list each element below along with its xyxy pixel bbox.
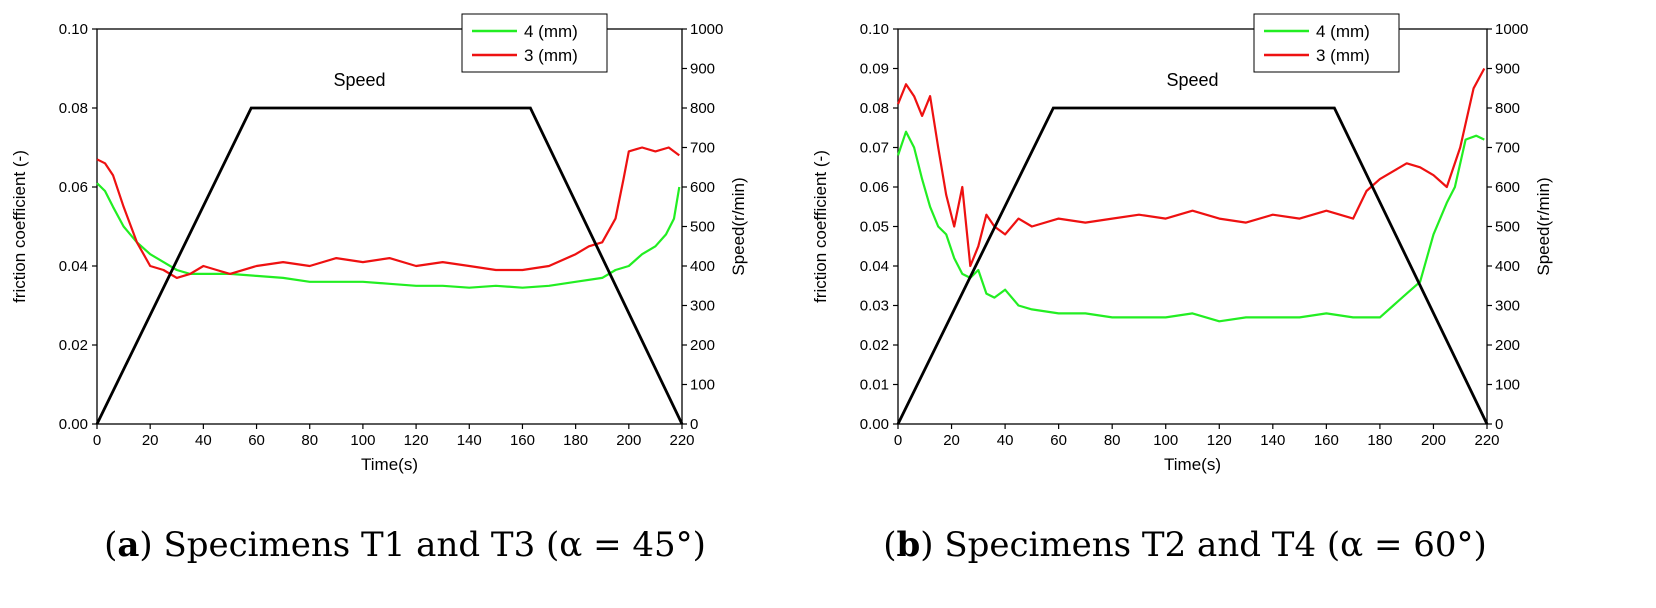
chart-b-y-tick-label: 0.01 — [860, 377, 889, 394]
chart-b-y2-tick-label: 900 — [1495, 61, 1520, 78]
chart-b-x-tick-label: 160 — [1314, 432, 1339, 449]
chart-b-speed-annotation: Speed — [1166, 70, 1218, 90]
chart-a-y2-tick-label: 1000 — [690, 21, 723, 38]
chart-b-y2-tick-label: 200 — [1495, 337, 1520, 354]
chart-a-y-tick-label: 0.02 — [59, 337, 88, 354]
chart-b-x-tick-label: 100 — [1153, 432, 1178, 449]
chart-a-y2-tick-label: 0 — [690, 416, 698, 433]
chart-a-y2-tick-label: 400 — [690, 258, 715, 275]
chart-a-legend-label: 3 (mm) — [524, 46, 578, 65]
chart-b-caption-letter: b — [896, 525, 920, 565]
chart-b-y2-tick-label: 1000 — [1495, 21, 1528, 38]
chart-a-y-tick-label: 0.00 — [59, 416, 88, 433]
chart-b-y2-tick-label: 300 — [1495, 298, 1520, 315]
chart-a-speed-line — [95, 106, 684, 425]
chart-a-y2-tick-label: 800 — [690, 100, 715, 117]
chart-b-legend-label: 3 (mm) — [1316, 46, 1370, 65]
chart-b-x-tick-label: 60 — [1050, 432, 1067, 449]
chart-a-x-tick-label: 140 — [457, 432, 482, 449]
chart-a-x-tick-label: 100 — [350, 432, 375, 449]
chart-a-series-line-4-mm — [96, 182, 681, 289]
chart-a-x-tick-label: 20 — [142, 432, 159, 449]
chart-b-y2-tick-label: 800 — [1495, 100, 1520, 117]
chart-b-x-axis-label: Time(s) — [1164, 455, 1221, 474]
chart-a-y2-tick-label: 600 — [690, 179, 715, 196]
chart-b-x-tick-label: 20 — [943, 432, 960, 449]
chart-a-x-tick-label: 40 — [195, 432, 212, 449]
chart-b-x-tick-label: 0 — [894, 432, 902, 449]
chart-a-x-tick-label: 0 — [93, 432, 101, 449]
chart-a-x-tick-label: 80 — [301, 432, 318, 449]
chart-a-x-tick-label: 60 — [248, 432, 265, 449]
chart-a-y-tick-label: 0.10 — [59, 21, 88, 38]
chart-b-y2-tick-label: 600 — [1495, 179, 1520, 196]
chart-b-y-tick-label: 0.00 — [860, 416, 889, 433]
chart-a-x-tick-label: 220 — [669, 432, 694, 449]
chart-b-series-line-3-mm — [896, 67, 1486, 268]
chart-a-y2-tick-label: 700 — [690, 140, 715, 157]
chart-a-legend-box — [461, 13, 608, 73]
chart-b-y2-tick-label: 0 — [1495, 416, 1503, 433]
chart-a-speed-annotation: Speed — [333, 70, 385, 90]
chart-b-y-tick-label: 0.02 — [860, 337, 889, 354]
chart-b-y-tick-label: 0.05 — [860, 219, 889, 236]
chart-b-x-tick-label: 140 — [1260, 432, 1285, 449]
chart-b-x-tick-label: 120 — [1207, 432, 1232, 449]
chart-b: 0 20 40 60 80 100 120 140 160 180 200 220 0.00 0.01 0.… — [811, 13, 1553, 565]
chart-b-legend-label: 4 (mm) — [1316, 22, 1370, 41]
chart-a-y2-tick-label: 500 — [690, 219, 715, 236]
chart-a-y2-tick-label: 100 — [690, 377, 715, 394]
chart-b-y-tick-label: 0.06 — [860, 179, 889, 196]
chart-b-y2-tick-label: 500 — [1495, 219, 1520, 236]
chart-b-y2-tick-label: 400 — [1495, 258, 1520, 275]
chart-b-x-tick-label: 220 — [1474, 432, 1499, 449]
chart-a-y-tick-label: 0.06 — [59, 179, 88, 196]
chart-b-y-tick-label: 0.09 — [860, 61, 889, 78]
chart-a-x-tick-label: 160 — [510, 432, 535, 449]
chart-a-x-tick-label: 200 — [616, 432, 641, 449]
chart-b-x-tick-label: 200 — [1421, 432, 1446, 449]
chart-a-legend-label: 4 (mm) — [524, 22, 578, 41]
chart-b-x-tick-label: 40 — [997, 432, 1014, 449]
chart-b-y-tick-label: 0.07 — [860, 140, 889, 157]
chart-b-y2-tick-label: 700 — [1495, 140, 1520, 157]
chart-a-y2-tick-label: 900 — [690, 61, 715, 78]
chart-a-series-line-3-mm — [96, 146, 680, 279]
chart-b-y-axis-label: friction coefficient (-) — [811, 150, 830, 303]
chart-a-plot-frame — [96, 28, 683, 425]
chart-a-y-tick-label: 0.04 — [59, 258, 88, 275]
chart-b-legend-box — [1253, 13, 1400, 73]
chart-b-caption-text: Specimens T2 and T4 (α = 60°) — [944, 525, 1486, 565]
chart-b-x-tick-label: 80 — [1104, 432, 1121, 449]
chart-b-series-line-4-mm — [896, 130, 1485, 323]
chart-a-y-tick-label: 0.08 — [59, 100, 88, 117]
chart-a-y2-axis-label: Speed(r/min) — [729, 177, 748, 275]
chart-a-caption-text: Specimens T1 and T3 (α = 45°) — [163, 525, 705, 565]
chart-b-caption: (b) Specimens T2 and T4 (α = 60°) — [883, 525, 1487, 565]
chart-a-y2-tick-label: 300 — [690, 298, 715, 315]
chart-b-speed-line — [896, 106, 1489, 425]
chart-a-x-tick-label: 120 — [404, 432, 429, 449]
chart-b-y-tick-label: 0.10 — [860, 21, 889, 38]
chart-b-y2-tick-label: 100 — [1495, 377, 1520, 394]
chart-b-x-tick-label: 180 — [1367, 432, 1392, 449]
chart-a-y-axis-label: friction coefficient (-) — [10, 150, 29, 303]
chart-a-caption: (a) Specimens T1 and T3 (α = 45°) — [104, 525, 706, 565]
chart-b-y-tick-label: 0.03 — [860, 298, 889, 315]
chart-b-y-tick-label: 0.08 — [860, 100, 889, 117]
chart-a-y2-tick-label: 200 — [690, 337, 715, 354]
chart-a-x-tick-label: 180 — [563, 432, 588, 449]
chart-b-y-tick-label: 0.04 — [860, 258, 889, 275]
chart-a: 0 20 40 60 80 100 120 140 160 180 200 220 0.00 0.02 0.… — [10, 13, 748, 565]
chart-a-caption-letter: a — [117, 525, 139, 565]
chart-b-y2-axis-label: Speed(r/min) — [1534, 177, 1553, 275]
chart-a-x-axis-label: Time(s) — [361, 455, 418, 474]
